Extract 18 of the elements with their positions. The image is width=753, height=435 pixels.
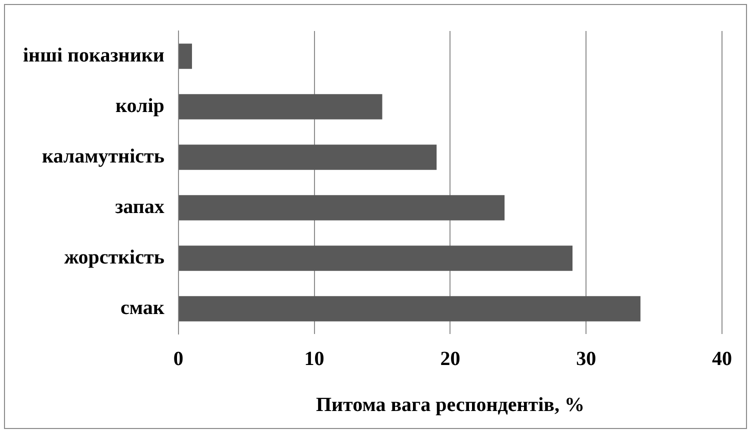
x-tick-label: 10 <box>304 348 324 370</box>
y-tick-label: смак <box>120 296 165 319</box>
bar <box>178 144 437 170</box>
x-tick-label: 0 <box>173 348 184 370</box>
y-tick-label: жорсткість <box>64 246 165 268</box>
bar <box>178 44 192 69</box>
bar <box>178 195 505 220</box>
bar <box>178 246 573 271</box>
x-tick-label: 40 <box>712 348 732 370</box>
y-tick-label: інші показники <box>22 44 164 66</box>
bar <box>178 94 382 120</box>
y-tick-label: колір <box>115 94 164 117</box>
x-tick-label: 30 <box>576 348 596 370</box>
y-tick-label: каламутність <box>42 145 165 168</box>
x-tick-label: 20 <box>440 348 460 370</box>
x-axis-title: Питома вага респондентів, % <box>316 394 584 416</box>
y-tick-label: запах <box>115 196 164 218</box>
bar <box>178 296 640 322</box>
